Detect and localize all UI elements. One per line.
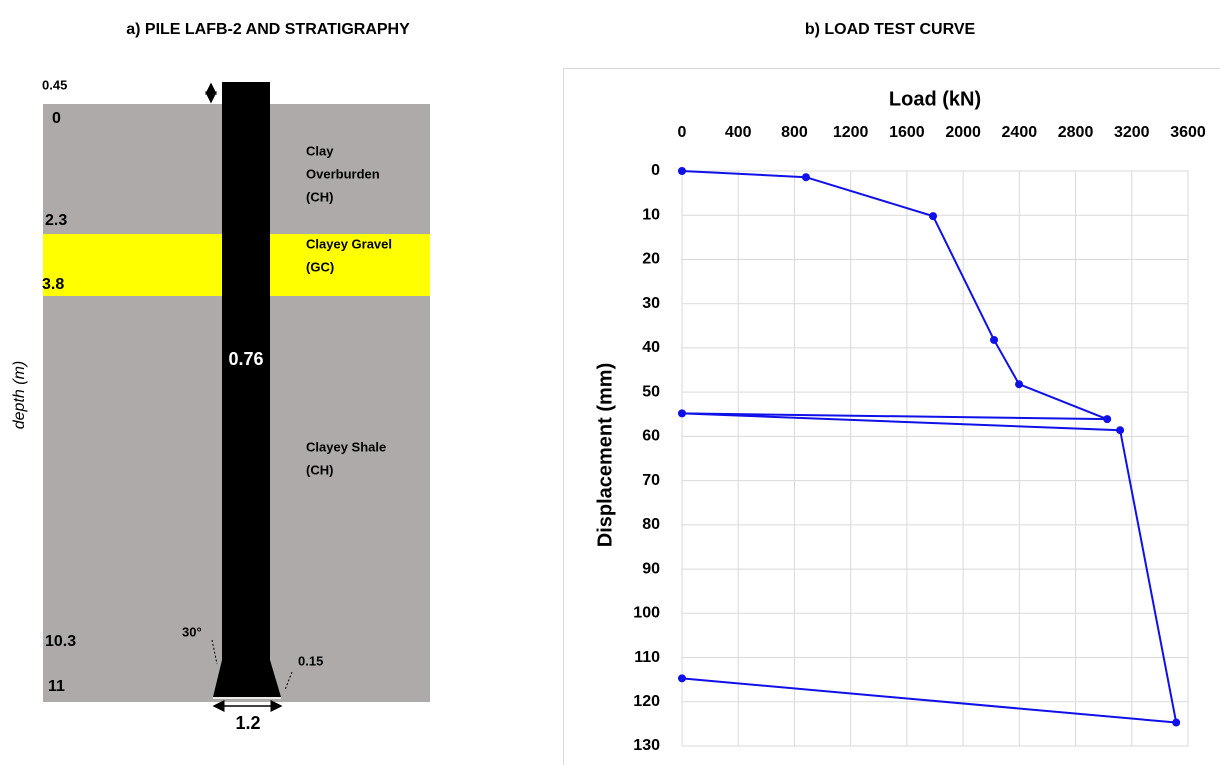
y-tick-label: 10: [642, 206, 660, 223]
data-point: [1116, 426, 1124, 434]
x-tick-label: 2000: [945, 124, 981, 141]
x-tick-label: 3600: [1170, 124, 1206, 141]
x-tick-label: 3200: [1114, 124, 1150, 141]
depth-label: 10.3: [45, 633, 76, 650]
y-tick-label: 90: [642, 560, 660, 577]
pile-diagram: a) PILE LAFB-2 AND STRATIGRAPHY 0.45 0 2…: [11, 21, 430, 733]
layer-label: Clayey Shale: [306, 439, 386, 454]
layer-label: (CH): [306, 462, 333, 477]
pile-shaft: [222, 82, 270, 662]
x-tick-label: 1600: [889, 124, 925, 141]
chart-title: b) LOAD TEST CURVE: [805, 21, 976, 38]
y-tick-label: 120: [633, 693, 660, 710]
layer-label: Clayey Gravel: [306, 236, 392, 251]
x-tick-label: 2400: [1002, 124, 1038, 141]
data-point: [678, 409, 686, 417]
y-tick-label: 70: [642, 472, 660, 489]
layer-label: (CH): [306, 189, 333, 204]
depth-label: 2.3: [45, 212, 67, 229]
y-tick-label: 20: [642, 251, 660, 268]
data-point: [929, 212, 937, 220]
data-point: [1172, 719, 1180, 727]
data-point: [678, 674, 686, 682]
figure: a) PILE LAFB-2 AND STRATIGRAPHY 0.45 0 2…: [0, 0, 1220, 765]
pile-bell: [213, 660, 281, 697]
y-tick-label: 30: [642, 295, 660, 312]
y-tick-label: 40: [642, 339, 660, 356]
data-point: [1015, 380, 1023, 388]
layer-label: Overburden: [306, 166, 380, 181]
depth-axis-label: depth (m): [11, 361, 28, 429]
x-tick-label: 1200: [833, 124, 869, 141]
depth-label: 0: [52, 110, 61, 127]
data-point: [678, 167, 686, 175]
y-axis-label: Displacement (mm): [594, 363, 616, 548]
x-tick-label: 0: [678, 124, 687, 141]
layer-label: Clay: [306, 143, 334, 158]
data-point: [1103, 415, 1111, 423]
y-tick-label: 130: [633, 737, 660, 754]
head-label: 0.45: [42, 77, 67, 92]
data-point: [990, 336, 998, 344]
y-tick-label: 110: [634, 649, 660, 666]
diagram-title: a) PILE LAFB-2 AND STRATIGRAPHY: [126, 21, 410, 38]
x-tick-label: 800: [781, 124, 808, 141]
y-tick-label: 60: [642, 428, 660, 445]
y-tick-label: 0: [651, 162, 660, 179]
y-tick-label: 100: [633, 605, 660, 622]
data-point: [802, 173, 810, 181]
depth-label: 11: [48, 678, 65, 695]
y-tick-label: 50: [642, 383, 660, 400]
bell-height: 0.15: [298, 653, 323, 668]
bell-angle: 30°: [182, 624, 202, 639]
y-tick-label: 80: [642, 516, 660, 533]
layer-label: (GC): [306, 259, 334, 274]
x-tick-label: 2800: [1058, 124, 1094, 141]
x-axis-label: Load (kN): [889, 88, 981, 110]
data-line: [682, 171, 1176, 723]
depth-label: 3.8: [42, 276, 64, 293]
shaft-diameter: 0.76: [228, 349, 263, 369]
x-tick-label: 400: [725, 124, 752, 141]
bell-diameter: 1.2: [235, 713, 260, 733]
